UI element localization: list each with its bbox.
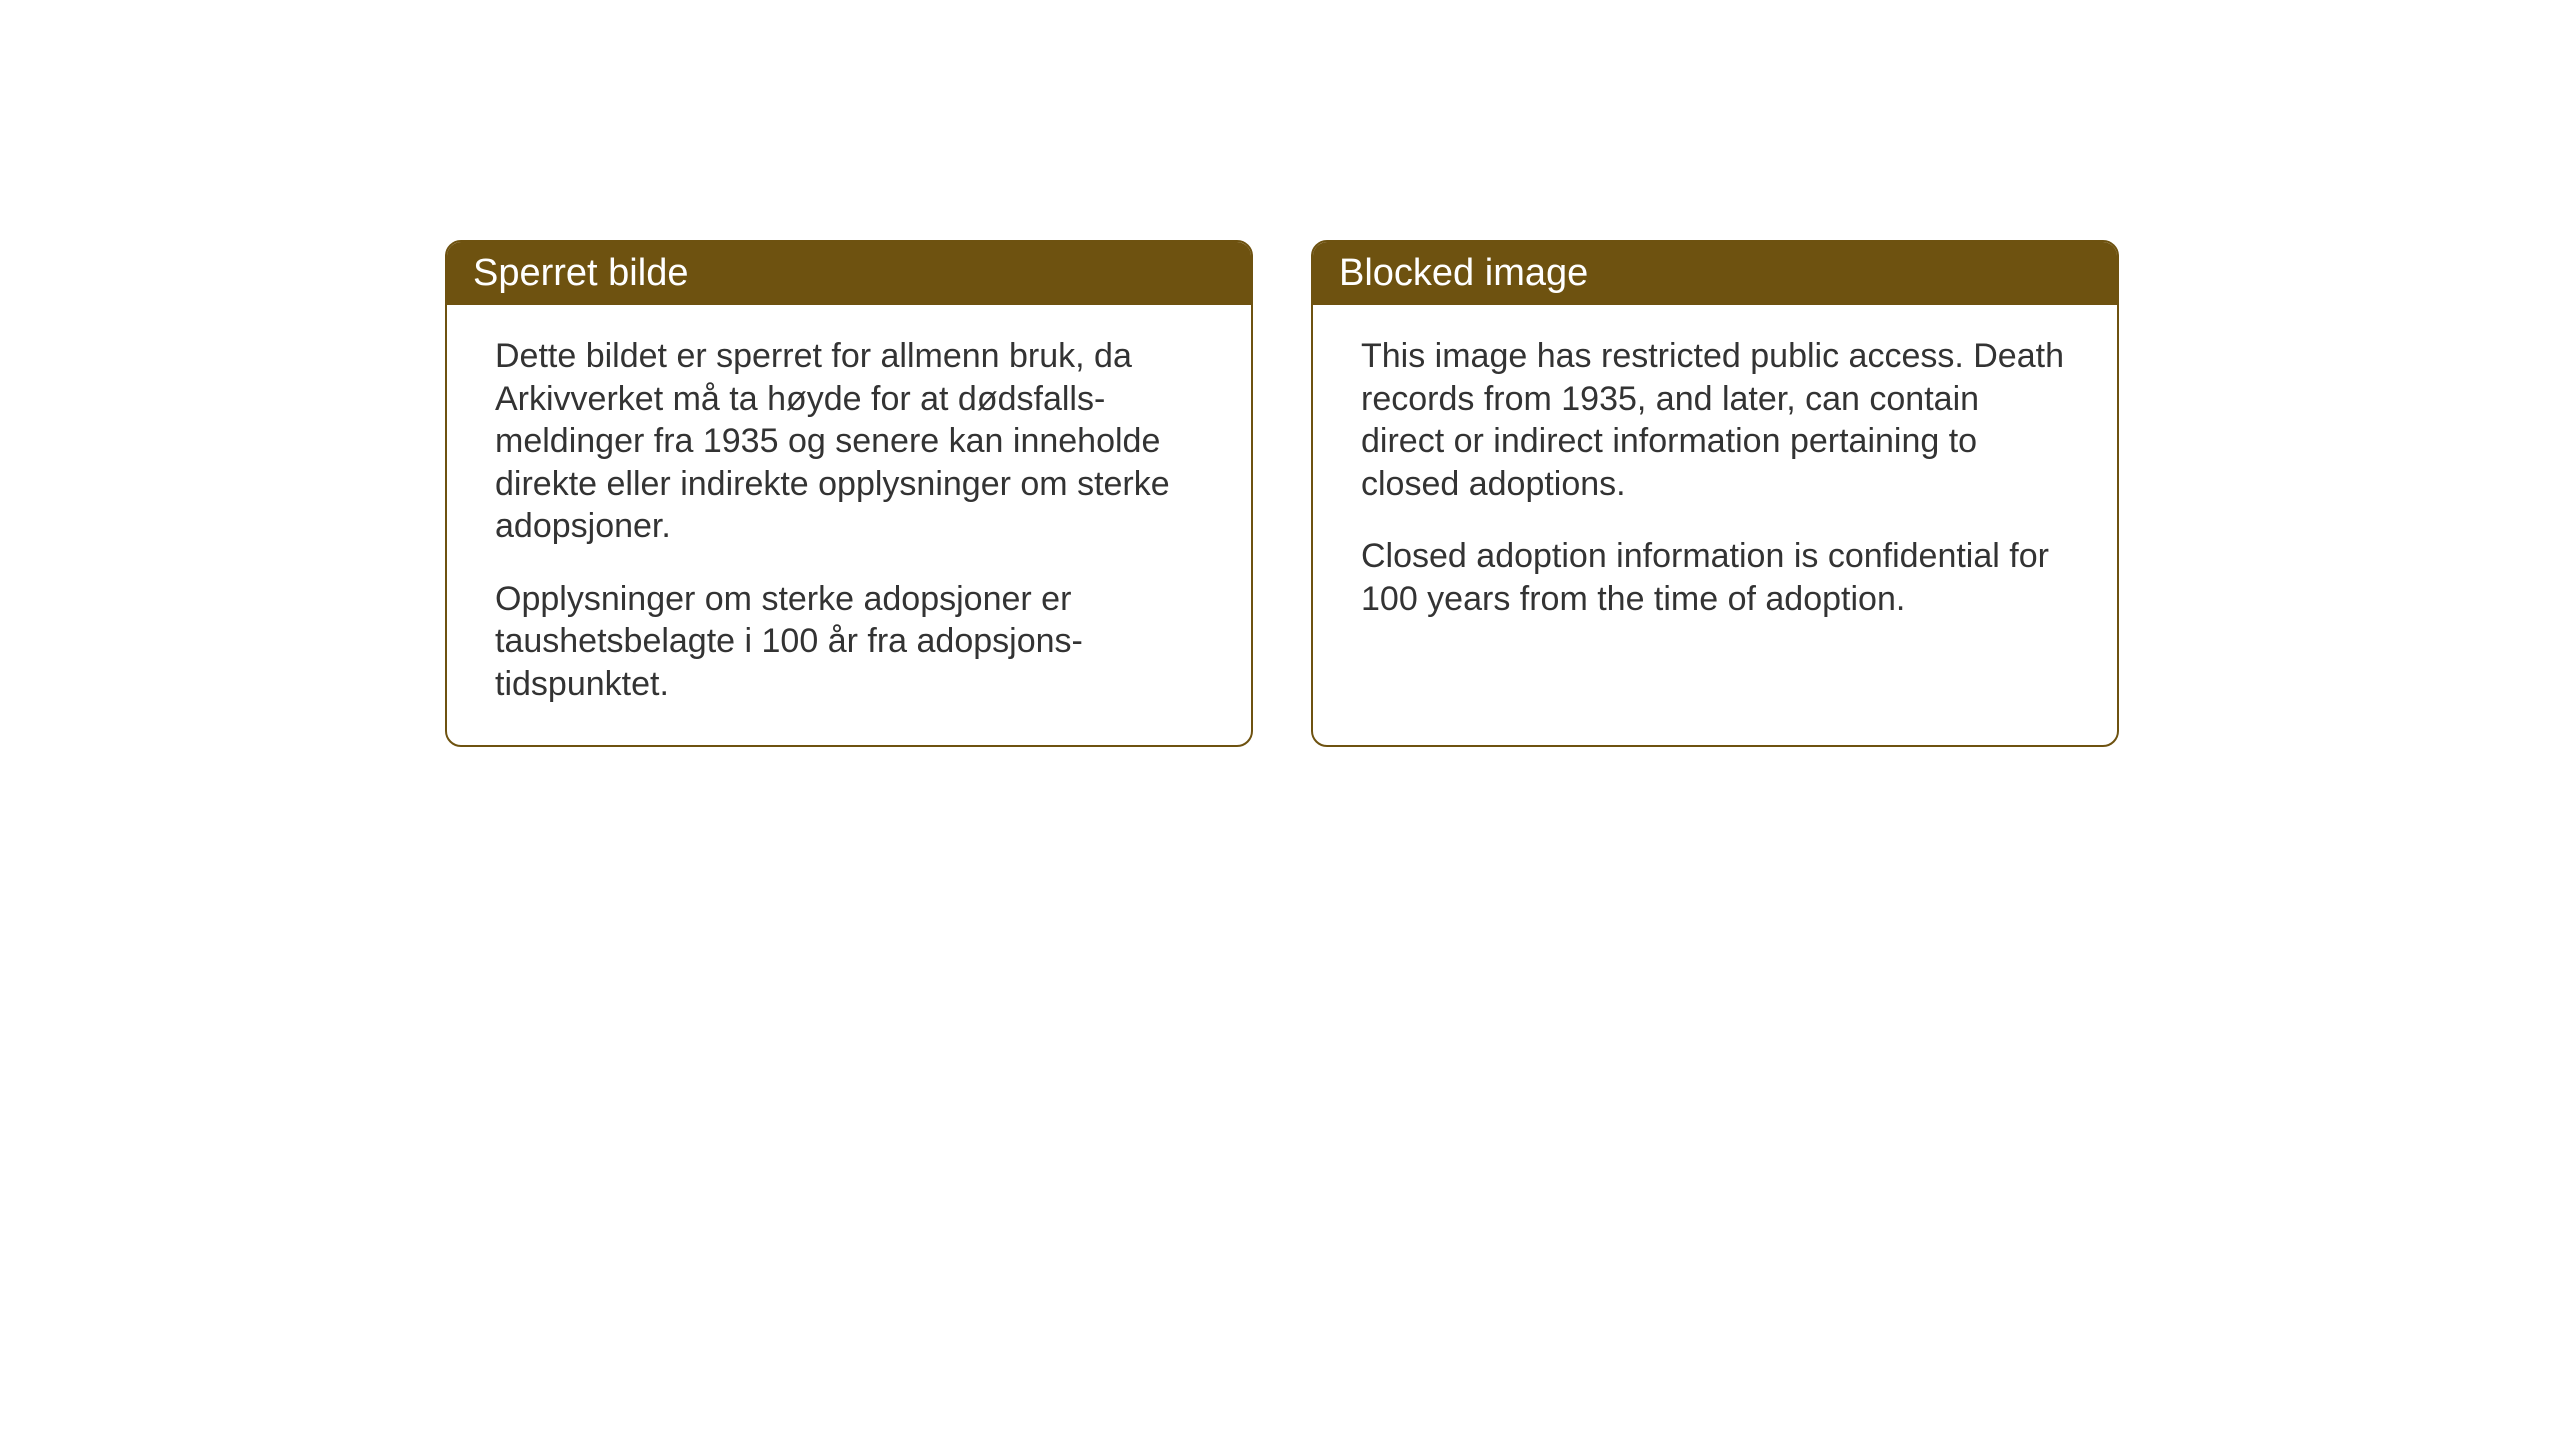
norwegian-paragraph-2: Opplysninger om sterke adopsjoner er tau… bbox=[495, 578, 1203, 706]
cards-container: Sperret bilde Dette bildet er sperret fo… bbox=[445, 240, 2119, 747]
english-card: Blocked image This image has restricted … bbox=[1311, 240, 2119, 747]
english-card-body: This image has restricted public access.… bbox=[1313, 305, 2117, 705]
norwegian-paragraph-1: Dette bildet er sperret for allmenn bruk… bbox=[495, 335, 1203, 548]
norwegian-card-header: Sperret bilde bbox=[447, 242, 1251, 305]
english-paragraph-2: Closed adoption information is confident… bbox=[1361, 535, 2069, 620]
norwegian-card-body: Dette bildet er sperret for allmenn bruk… bbox=[447, 305, 1251, 745]
norwegian-card: Sperret bilde Dette bildet er sperret fo… bbox=[445, 240, 1253, 747]
english-card-header: Blocked image bbox=[1313, 242, 2117, 305]
english-paragraph-1: This image has restricted public access.… bbox=[1361, 335, 2069, 505]
